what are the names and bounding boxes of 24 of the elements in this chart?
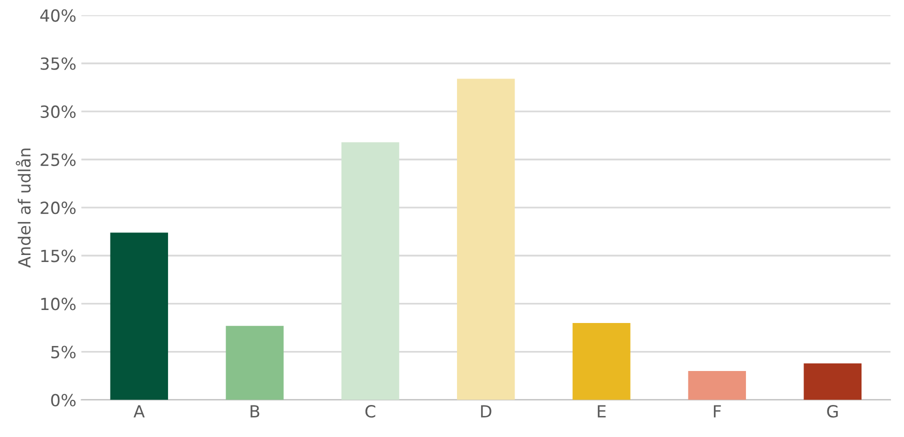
x-tick-label: B	[250, 405, 260, 418]
y-tick-label: 30%	[40, 105, 76, 118]
y-tick-label: 20%	[40, 202, 76, 214]
bar	[804, 363, 862, 400]
x-tick-label: F	[714, 405, 721, 418]
x-tick-label: D	[481, 405, 492, 418]
y-tick-label: 35%	[40, 57, 76, 70]
x-tick-label: A	[134, 405, 145, 418]
bar	[457, 78, 515, 400]
y-tick-label: 25%	[40, 153, 76, 166]
bar	[341, 142, 400, 400]
y-tick-label: 0%	[51, 394, 76, 406]
x-tick-label: G	[827, 405, 838, 418]
bar	[226, 326, 284, 400]
y-tick-label: 40%	[40, 9, 76, 22]
y-tick-label: 5%	[51, 346, 76, 358]
x-tick-label: C	[365, 405, 376, 418]
bar	[110, 232, 168, 400]
bar	[688, 371, 746, 400]
x-tick-label: E	[598, 405, 606, 418]
y-axis-title: Andel af udlån	[16, 148, 31, 268]
y-tick-label: 10%	[41, 298, 76, 310]
y-tick-label: 15%	[41, 250, 76, 262]
bar	[572, 322, 630, 400]
